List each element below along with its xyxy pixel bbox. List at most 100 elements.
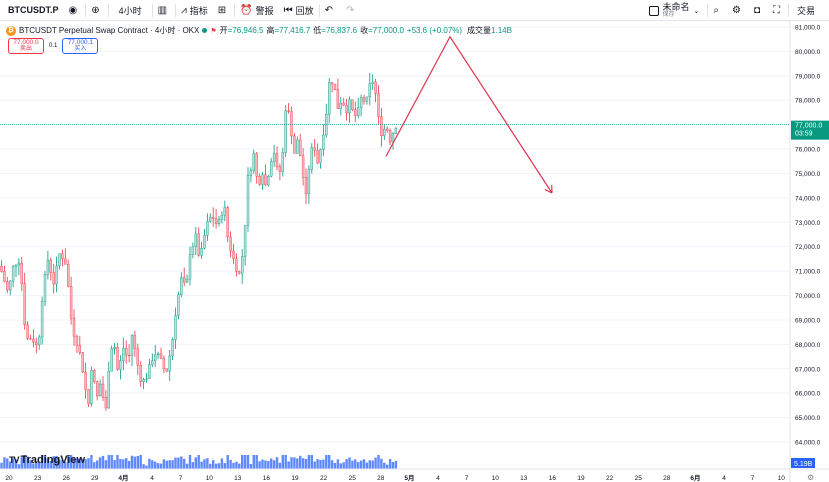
volume-bar: [171, 460, 174, 469]
volume-bar: [330, 460, 334, 469]
volume-bar: [290, 457, 293, 469]
volume-bar: [354, 459, 357, 469]
volume-bar: [278, 462, 282, 469]
candle-body: [293, 135, 296, 154]
candle-body: [374, 81, 377, 94]
candle-body: [165, 368, 169, 372]
replay-button[interactable]: ⏮ 回放: [279, 0, 319, 21]
volume-bar: [261, 459, 264, 469]
volume-bar: [67, 455, 70, 469]
volume-bar: [293, 457, 296, 469]
candle-body: [226, 207, 229, 238]
layout-menu-button[interactable]: 未命名 保存 ⌄: [644, 0, 707, 21]
candle-body: [107, 370, 111, 409]
candle-body: [371, 81, 374, 84]
volume-bar: [328, 455, 331, 469]
candle-body: [319, 149, 322, 164]
volume-bar: [110, 455, 113, 469]
volume-bar: [98, 457, 102, 469]
projection-drawing[interactable]: [385, 35, 553, 194]
volume-bar: [46, 458, 50, 469]
volume-bar: [388, 459, 392, 469]
snapshot-button[interactable]: ◘: [749, 0, 768, 21]
volume-bar: [139, 455, 142, 469]
camera-icon: ◘: [753, 5, 760, 16]
compare-button[interactable]: ⊕: [86, 0, 107, 21]
legend-open-value: =76,946.5: [227, 26, 264, 35]
eye-icon[interactable]: ◉: [68, 4, 78, 16]
undo-button[interactable]: ↶: [320, 0, 341, 21]
volume-bar: [35, 461, 38, 469]
watermark-text: TradingView: [20, 454, 86, 466]
search-button[interactable]: ⌕: [708, 0, 727, 21]
toolbar-divider: [175, 3, 177, 17]
trade-button[interactable]: 交易: [796, 6, 815, 16]
layout-grid-button[interactable]: ⊞: [213, 0, 234, 21]
candle-body: [145, 378, 148, 380]
volume-bar: [351, 460, 354, 469]
time-axis-settings-icon[interactable]: ⚙: [807, 473, 814, 482]
candlestick-series: [0, 72, 398, 411]
volume-bar: [64, 461, 67, 469]
undo-icon: ↶: [324, 4, 334, 16]
buy-button[interactable]: 77,000.1 买入: [62, 38, 99, 54]
candle-body: [159, 353, 163, 359]
volume-bar: [238, 463, 241, 469]
candle-body: [223, 207, 227, 216]
volume-bar: [246, 455, 250, 469]
interval-button[interactable]: 4小时: [118, 5, 142, 16]
bitcoin-logo-icon: ₿: [6, 25, 16, 36]
flag-icon[interactable]: ⚑: [210, 27, 217, 35]
candles-icon: ▥: [157, 4, 168, 16]
legend-close-value: =77,000.0: [368, 26, 404, 35]
candle-body: [66, 264, 70, 287]
candle-body: [180, 277, 183, 295]
volume-bar: [165, 460, 168, 469]
time-tick-label: 22: [606, 475, 614, 482]
candle-body: [23, 283, 26, 326]
candle-body: [304, 177, 308, 195]
volume-bar: [307, 455, 311, 469]
volume-bar: [374, 457, 377, 469]
price-tick-label: 80,000.0: [795, 49, 821, 56]
price-tick-label: 78,000.0: [795, 98, 821, 105]
volume-bar: [333, 462, 337, 469]
candle-body: [11, 266, 15, 282]
time-tick-label: 19: [291, 475, 299, 482]
indicators-button[interactable]: ⩘ 指标: [176, 0, 213, 21]
symbol-search-button[interactable]: BTCUSDT.P: [8, 5, 59, 15]
candle-body: [78, 345, 82, 353]
volume-bar: [267, 461, 270, 469]
candle-body: [368, 83, 371, 98]
price-axis[interactable]: 81,000.0 80,000.0 79,000.0 78,000.0 77,000.0…: [795, 25, 821, 447]
candle-body: [339, 102, 342, 109]
settings-button[interactable]: ⚙: [727, 0, 749, 21]
candle-body: [243, 225, 247, 257]
volume-bar: [119, 458, 122, 469]
candle-body: [307, 169, 311, 195]
price-chart[interactable]: 81,000.0 80,000.0 79,000.0 78,000.0 77,000.0…: [0, 21, 829, 482]
volume-bar: [183, 458, 186, 469]
candle-body: [342, 102, 345, 106]
volume-bar: [310, 455, 313, 469]
candle-body: [229, 236, 232, 252]
price-tick-label: 68,000.0: [795, 342, 821, 349]
chart-type-button[interactable]: ▥: [153, 0, 175, 21]
volume-bar: [322, 459, 325, 469]
volume-bar: [377, 455, 380, 469]
sell-button[interactable]: 77,000.0 卖出: [8, 38, 44, 54]
alert-button[interactable]: ⏰ 警报: [235, 0, 278, 21]
time-tick-label: 23: [34, 475, 42, 482]
toolbar-divider: [107, 3, 109, 17]
time-tick-label: 26: [63, 475, 71, 482]
time-axis[interactable]: 20 23 26 29 4月 4 7 10 13 16 19 22 25 28 5月 4 7 10 13 16 19 22…: [5, 474, 785, 482]
volume-bar: [342, 462, 345, 469]
tradingview-logo[interactable]: TV TradingView: [9, 454, 85, 466]
settings-icon: ⚙: [731, 5, 741, 16]
fullscreen-button[interactable]: ⛶: [768, 0, 788, 21]
redo-button[interactable]: ↷: [341, 0, 362, 21]
volume-bar: [148, 458, 151, 469]
volume-bar: [93, 462, 96, 469]
candle-body: [362, 97, 366, 102]
volume-bar: [362, 459, 366, 469]
